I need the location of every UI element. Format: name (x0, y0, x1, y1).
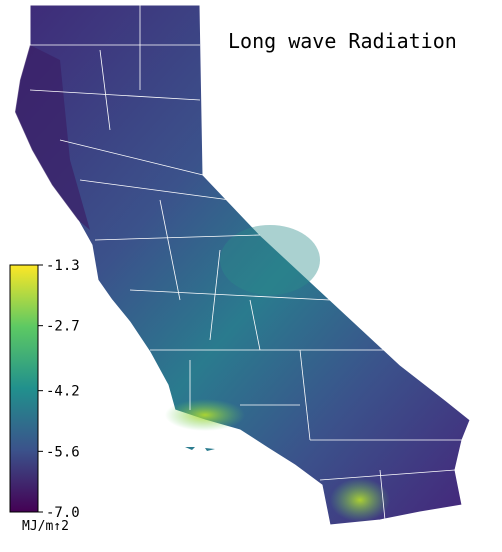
colorbar-tick-label: -1.3 (46, 258, 80, 274)
colorbar-tick-label: -2.7 (46, 319, 80, 335)
california-map (14, 4, 471, 526)
colorbar-tick-label: -7.0 (46, 505, 80, 521)
colorbar: -1.3 -2.7 -4.2 -5.6 -7.0MJ/m↑2 (9, 258, 80, 534)
colorbar-unit: MJ/m↑2 (22, 519, 69, 534)
highlight (165, 399, 245, 431)
map-title: Long wave Radiation (228, 29, 457, 53)
coastal-dark (15, 45, 90, 230)
colorbar-bar (9, 264, 39, 513)
colorbar-tick-label: -5.6 (46, 444, 80, 460)
islands (185, 447, 215, 451)
highlight (330, 478, 390, 522)
county-lines (29, 5, 465, 521)
highlight (220, 225, 320, 295)
colorbar-tick-label: -4.2 (46, 384, 80, 400)
state-shape (14, 4, 471, 526)
